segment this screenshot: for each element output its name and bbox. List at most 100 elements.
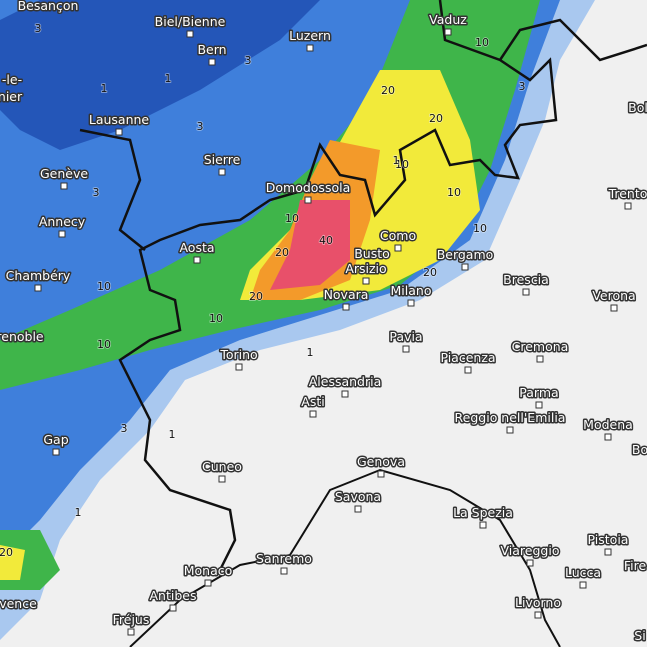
city-label: Fréjus bbox=[113, 612, 150, 627]
city-label: Sierre bbox=[204, 152, 241, 167]
city-marker bbox=[535, 401, 543, 409]
city-marker bbox=[235, 363, 243, 371]
city-marker bbox=[526, 559, 534, 567]
contour-label: 3 bbox=[197, 120, 204, 133]
contour-label: 20 bbox=[423, 266, 437, 279]
contour-label: 10 bbox=[285, 212, 299, 225]
city-label: vence bbox=[0, 596, 37, 611]
city-label: Monaco bbox=[184, 563, 233, 578]
city-label: Biel/Bienne bbox=[155, 14, 226, 29]
city-label: Luzern bbox=[289, 28, 331, 43]
city-marker bbox=[461, 263, 469, 271]
contour-label: 3 bbox=[245, 54, 252, 67]
coastline bbox=[129, 468, 561, 647]
city-marker bbox=[362, 277, 370, 285]
city-marker bbox=[280, 567, 288, 575]
city-label: Torino bbox=[219, 347, 257, 362]
city-label: Livorno bbox=[515, 595, 561, 610]
city-label: Modena bbox=[583, 417, 633, 432]
city-label: Cremona bbox=[512, 339, 569, 354]
country-border bbox=[118, 0, 558, 571]
contour-label: 3 bbox=[93, 186, 100, 199]
city-label: Vaduz bbox=[429, 12, 467, 27]
city-marker bbox=[624, 202, 632, 210]
city-label: Novara bbox=[324, 287, 369, 302]
city-label: Genova bbox=[357, 454, 405, 469]
contour-label: 10 bbox=[473, 222, 487, 235]
city-label: La Spezia bbox=[453, 505, 513, 520]
city-label: Bern bbox=[197, 42, 226, 57]
country-border bbox=[498, 18, 647, 62]
city-label: Gap bbox=[43, 432, 68, 447]
contour-label: 20 bbox=[249, 290, 263, 303]
contour-label: 3 bbox=[121, 422, 128, 435]
contour-label: 1 bbox=[75, 506, 82, 519]
city-label: Alessandria bbox=[309, 374, 382, 389]
city-label: Besançon bbox=[18, 0, 79, 13]
contour-label: 10 bbox=[447, 186, 461, 199]
city-label: Piacenza bbox=[440, 350, 495, 365]
contour-label: 10 bbox=[97, 338, 111, 351]
city-label: nier bbox=[0, 89, 23, 104]
city-marker bbox=[60, 182, 68, 190]
city-marker bbox=[506, 426, 514, 434]
city-label: Aosta bbox=[179, 240, 214, 255]
city-marker bbox=[218, 168, 226, 176]
contour-label: 1 bbox=[101, 82, 108, 95]
city-marker bbox=[479, 521, 487, 529]
city-label: Asti bbox=[301, 394, 324, 409]
precip-dark-blue bbox=[0, 0, 320, 150]
city-marker bbox=[610, 304, 618, 312]
city-marker bbox=[306, 44, 314, 52]
city-marker bbox=[58, 230, 66, 238]
city-label: Bergamo bbox=[437, 247, 494, 262]
city-label: Milano bbox=[391, 283, 432, 298]
contour-label: 10 bbox=[97, 280, 111, 293]
contour-label: 3 bbox=[519, 80, 526, 93]
city-marker bbox=[444, 28, 452, 36]
city-label: Cuneo bbox=[202, 459, 242, 474]
city-label: Genève bbox=[40, 166, 88, 181]
city-label: Pistoia bbox=[588, 532, 629, 547]
city-label: Viareggio bbox=[501, 543, 560, 558]
city-marker bbox=[204, 579, 212, 587]
contour-label: 10 bbox=[395, 158, 409, 171]
city-label: Verona bbox=[592, 288, 635, 303]
contour-label: 1 bbox=[169, 428, 176, 441]
city-label: Domodossola bbox=[266, 180, 351, 195]
city-marker bbox=[604, 433, 612, 441]
contour-label: 20 bbox=[0, 546, 13, 559]
contour-label: 20 bbox=[381, 84, 395, 97]
city-marker bbox=[218, 475, 226, 483]
city-marker bbox=[394, 244, 402, 252]
city-label: Parma bbox=[519, 385, 558, 400]
contour-label: 1 bbox=[307, 346, 314, 359]
city-label: Trento bbox=[608, 186, 647, 201]
precip-red bbox=[270, 200, 350, 290]
city-marker bbox=[377, 470, 385, 478]
city-marker bbox=[534, 611, 542, 619]
city-label: renoble bbox=[0, 329, 44, 344]
city-label: Savona bbox=[335, 489, 381, 504]
contour-label: 3 bbox=[35, 22, 42, 35]
city-marker bbox=[579, 581, 587, 589]
contour-label: 40 bbox=[319, 234, 333, 247]
city-marker bbox=[115, 128, 123, 136]
contour-label: 1 bbox=[165, 72, 172, 85]
city-label: Brescia bbox=[503, 272, 549, 287]
city-marker bbox=[208, 58, 216, 66]
city-label: Si bbox=[634, 628, 645, 643]
city-marker bbox=[193, 256, 201, 264]
city-marker bbox=[52, 448, 60, 456]
city-label: Annecy bbox=[39, 214, 86, 229]
city-marker bbox=[354, 505, 362, 513]
city-label: Reggio nell'Emilia bbox=[455, 410, 566, 425]
contour-label: 1 bbox=[393, 154, 400, 167]
city-label: Fire bbox=[624, 558, 647, 573]
city-label: Pavia bbox=[389, 329, 422, 344]
city-marker bbox=[536, 355, 544, 363]
city-marker bbox=[304, 196, 312, 204]
city-label: Lucca bbox=[565, 565, 601, 580]
